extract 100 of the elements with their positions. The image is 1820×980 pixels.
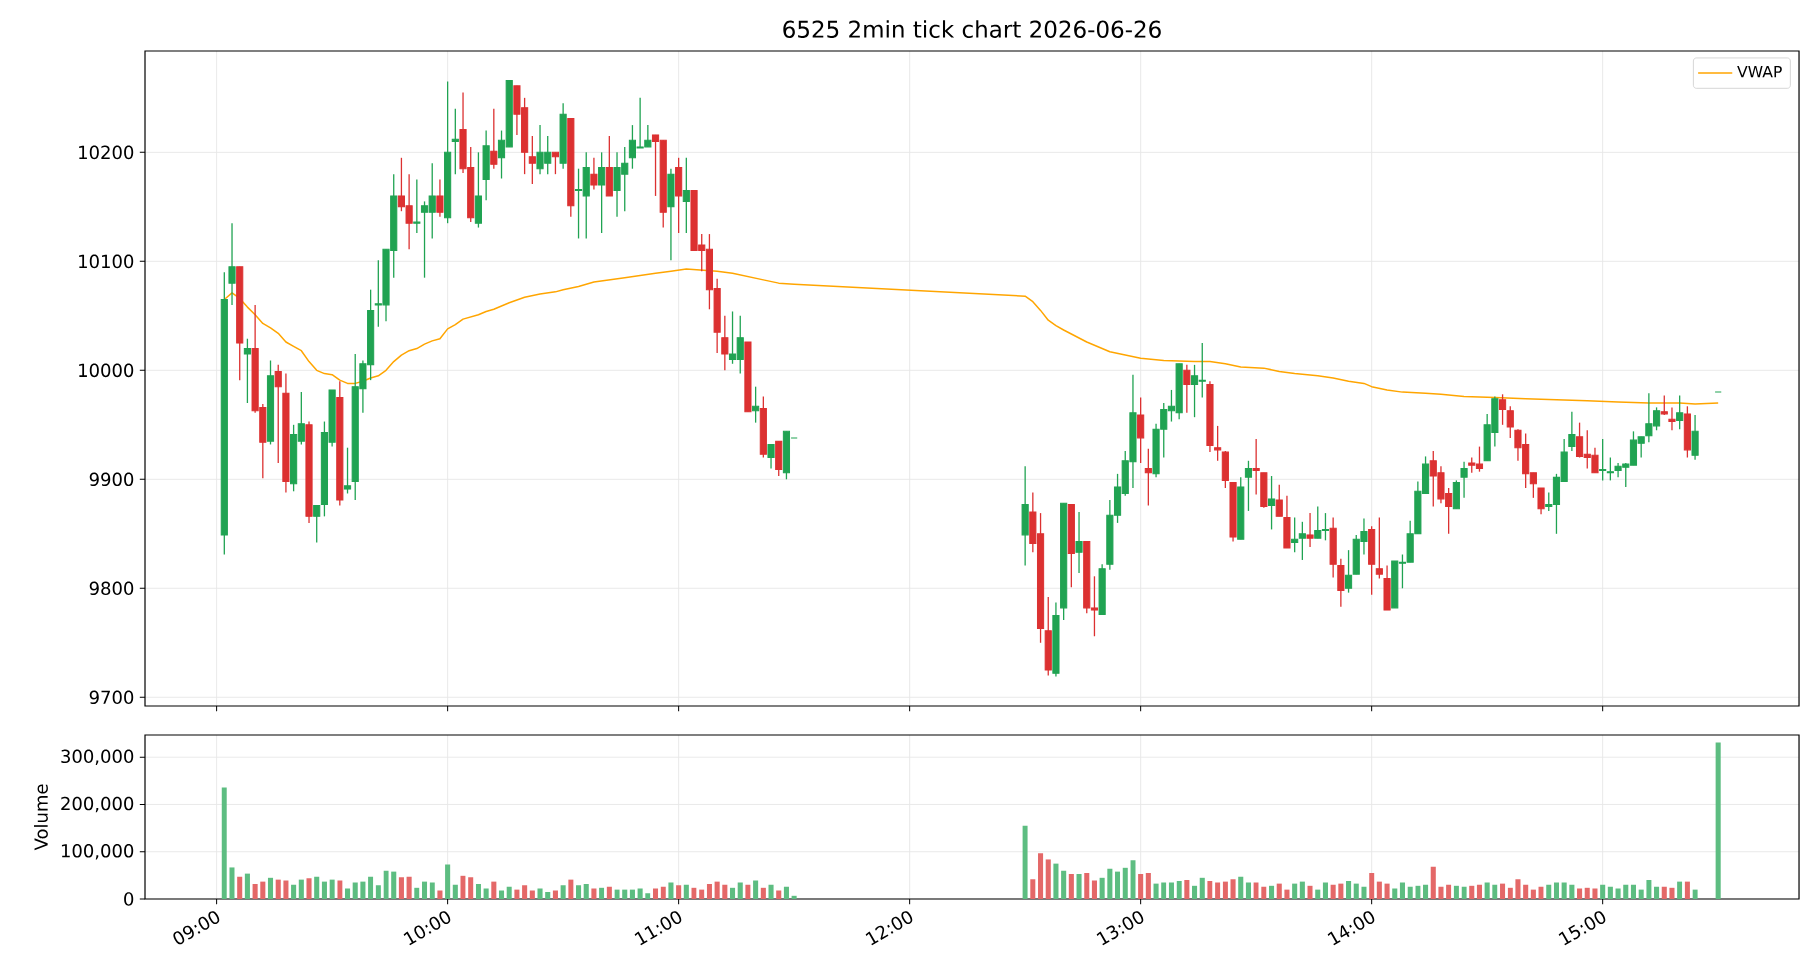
candlestick [313,504,321,544]
bar [1053,863,1059,899]
bar [514,889,520,899]
bar [498,890,505,899]
bar [267,877,274,899]
bar [1654,886,1660,899]
candlestick [1183,364,1191,414]
y-tick-label: 10000 [79,363,134,378]
bar [1446,884,1452,899]
y-tick-label: 9900 [89,472,134,487]
bar [1684,881,1690,899]
y-tick-label: 10200 [79,145,134,160]
bar [437,890,443,899]
bar [1677,881,1683,899]
bar [460,875,466,899]
candlestick [528,135,536,185]
candlestick [1568,411,1576,452]
bar [599,887,605,899]
bar [591,888,597,899]
bar [483,888,489,899]
bar [622,889,628,899]
candlestick [721,315,729,371]
bar [1469,885,1475,899]
bar [1199,877,1205,899]
bar [1546,884,1552,899]
bar [468,877,474,899]
bar [429,882,435,899]
bar [1122,867,1128,899]
bar [783,886,789,899]
bar [1530,889,1536,899]
bar [1261,886,1267,899]
bar [237,876,243,899]
candlestick [551,151,560,175]
bar [760,887,766,899]
bar [676,885,682,899]
bar [1222,881,1228,899]
bar [1245,882,1251,899]
bar [421,881,428,899]
candlestick [598,151,606,234]
bar [244,873,250,899]
candlestick [1599,438,1607,482]
bar [1600,884,1606,899]
bar [614,889,620,899]
candlestick [1075,511,1083,574]
bar [1338,883,1344,899]
candlestick [451,108,459,175]
candlestick [1298,521,1306,561]
bar [314,876,320,899]
legend-label: VWAP [1737,65,1782,78]
bar [552,890,558,899]
bar [1484,882,1490,899]
candlestick [590,157,598,191]
bar [753,880,759,899]
bar [522,885,528,899]
bar [529,890,535,899]
bar [668,882,674,899]
candlestick [1144,448,1152,507]
candlestick [413,178,421,234]
bar [1184,880,1190,899]
bar [1230,879,1236,899]
bar [1438,886,1444,899]
bar [1376,881,1382,899]
bar [360,881,366,899]
bar [1561,882,1567,899]
bar [776,890,782,899]
bar [1030,879,1036,899]
y-tick-label: 100,000 [61,844,134,860]
bar [1430,866,1436,899]
y-tick-label: 10100 [79,254,134,269]
bar [414,887,420,899]
bar [1407,886,1413,899]
bar [1161,882,1167,899]
candlestick [767,443,775,470]
candlestick [243,338,251,404]
bar [537,888,543,899]
bar [445,864,451,899]
bar [737,882,743,899]
candlestick [1267,475,1276,531]
candlestick [752,386,760,424]
bar [260,881,266,899]
bar [545,891,551,899]
candlestick [490,108,498,170]
candlestick [1606,456,1614,482]
candlestick [1498,393,1507,426]
bar [229,867,235,899]
bar [660,886,666,899]
bar [1661,886,1667,899]
bar [1630,884,1636,899]
bar [1153,883,1159,899]
bar [368,876,374,899]
bar [1076,873,1082,899]
bar [475,883,481,899]
y-tick-label: 9700 [89,690,134,705]
bar [729,887,736,899]
bar [1115,871,1121,899]
bar [1384,883,1390,899]
bar [1500,883,1506,899]
bar [252,883,258,899]
candlestick [1668,406,1676,431]
candlestick [1691,414,1699,461]
